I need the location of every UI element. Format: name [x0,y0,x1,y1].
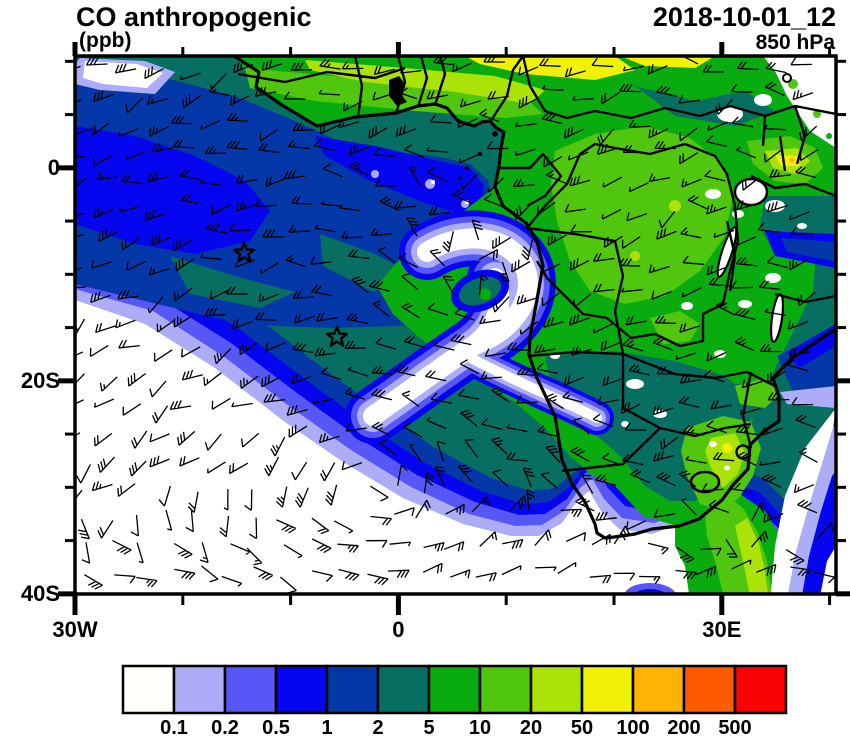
colorbar-cell-9 [580,664,635,715]
colorbar-cell-0 [121,664,176,715]
page-title: CO anthropogenic [76,2,312,32]
wind-barbs [75,56,836,594]
island-outline [782,73,792,83]
x-axis-label-30E: 30E [702,617,742,642]
map-area [75,56,836,594]
colorbar-label-50: 50 [570,717,594,739]
colorbar-cell-7 [478,664,533,715]
level-label: 850 hPa [755,31,835,54]
colorbar-label-0.1: 0.1 [160,717,188,739]
colorbar-label-5: 5 [423,717,435,739]
y-axis-label-40S: 40S [20,580,60,606]
station-star-1 [233,241,256,263]
colorbar-cell-12 [733,664,788,715]
colorbar-cell-8 [529,664,584,715]
station-markers-layer [233,241,349,347]
colorbar-label-20: 20 [519,717,543,739]
x-axis-label-30W: 30W [52,617,98,642]
country-borders-layer [237,56,836,494]
datetime-label: 2018-10-01_12 [652,2,836,32]
white-spots-layer [550,94,807,471]
colorbar-label-1: 1 [321,717,333,739]
colorbar-label-500: 500 [718,717,752,739]
colorbar-label-0.2: 0.2 [211,717,239,739]
map-frame [73,54,838,596]
colorbar-cell-11 [682,664,737,715]
colorbar-label-100: 100 [616,717,650,739]
colorbar-cell-4 [325,664,380,715]
colorbar-label-2: 2 [372,717,384,739]
colorbar-cell-6 [427,664,482,715]
units-label: (ppb) [79,29,132,52]
x-axis-label-0: 0 [392,617,405,642]
colorbar-cell-10 [631,664,686,715]
colorbar-label-200: 200 [667,717,701,739]
lesotho-border [689,470,721,494]
colorbar-cell-5 [376,664,431,715]
colorbar-label-0.5: 0.5 [262,717,290,739]
colorbar-cell-2 [223,664,278,715]
eddy-swirl [345,210,614,444]
colorbar-label-10: 10 [468,717,492,739]
station-star-2 [325,325,349,347]
colorbar [121,664,788,715]
wind-barbs-layer [75,56,836,594]
y-axis-label-20S: 20S [20,367,60,393]
colorbar-cell-3 [274,664,329,715]
y-axis-label-0: 0 [47,154,60,180]
colorbar-cell-1 [172,664,227,715]
